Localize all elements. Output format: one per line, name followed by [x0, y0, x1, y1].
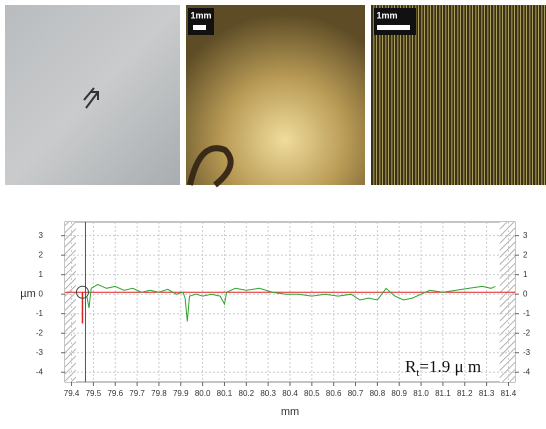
y2-tick-label: 3: [523, 231, 528, 240]
y2-tick-label: 1: [523, 270, 528, 279]
scale-label: 1mm: [376, 10, 397, 20]
x-tick-label: 80.3: [260, 389, 276, 398]
x-tick-label: 81.2: [457, 389, 473, 398]
y2-tick-label: -1: [523, 309, 531, 318]
x-tick-label: 79.9: [173, 389, 189, 398]
photo-plain: [5, 5, 180, 185]
rt-value: =1.9 μ m: [419, 357, 481, 376]
pen-arrow: [83, 87, 99, 109]
x-tick-label: 80.8: [370, 389, 386, 398]
scale-bar: [377, 25, 410, 30]
x-tick-label: 79.4: [64, 389, 80, 398]
scale-box: [374, 8, 416, 35]
y-tick-label: 0: [39, 289, 44, 298]
x-tick-label: 80.7: [348, 389, 364, 398]
excluded-range: [65, 222, 76, 382]
y-tick-label: 1: [39, 270, 44, 279]
y-tick-label: -2: [36, 328, 44, 337]
y-tick-label: 3: [39, 231, 44, 240]
photo-mid: [186, 5, 365, 185]
y2-tick-label: -4: [523, 367, 531, 376]
scale-bar: [193, 25, 206, 30]
cursor-marker: [75, 285, 89, 299]
y-tick-label: -4: [36, 367, 44, 376]
profile-line: [86, 283, 496, 322]
y2-tick-label: -3: [523, 348, 531, 357]
y-tick-label: 2: [39, 250, 44, 259]
scale-label: 1mm: [190, 10, 211, 20]
x-tick-label: 79.7: [129, 389, 145, 398]
x-tick-label: 79.8: [151, 389, 167, 398]
rt-subscript: t: [416, 367, 419, 379]
x-tick-label: 81.3: [479, 389, 495, 398]
x-tick-label: 79.6: [107, 389, 123, 398]
x-tick-label: 80.1: [217, 389, 233, 398]
x-tick-label: 81.4: [501, 389, 517, 398]
rt-annotation: Rt=1.9 μ m: [405, 357, 481, 379]
x-tick-label: 80.2: [239, 389, 255, 398]
x-tick-label: 80.5: [304, 389, 320, 398]
scale-box: [188, 8, 214, 35]
mark-shape: [187, 145, 234, 188]
excluded-range: [499, 222, 515, 382]
x-tick-label: 80.0: [195, 389, 211, 398]
y2-tick-label: 2: [523, 250, 528, 259]
x-tick-label: 79.5: [86, 389, 102, 398]
rt-symbol: R: [405, 357, 417, 376]
x-axis-label: mm: [281, 406, 299, 418]
x-tick-label: 81.0: [413, 389, 429, 398]
y-tick-label: -3: [36, 348, 44, 357]
y2-tick-label: -2: [523, 328, 531, 337]
x-tick-label: 80.9: [391, 389, 407, 398]
y-axis-label: µm: [20, 288, 36, 300]
profile-chart: 79.4 79.5 79.6 79.7 79.8 79.9 80.0 80.1 80.2 80.3…: [20, 221, 531, 418]
y2-tick-label: 0: [523, 289, 528, 298]
x-tick-label: 80.4: [282, 389, 298, 398]
y-tick-label: -1: [36, 309, 44, 318]
x-tick-label: 80.6: [326, 389, 342, 398]
x-tick-label: 81.1: [435, 389, 451, 398]
